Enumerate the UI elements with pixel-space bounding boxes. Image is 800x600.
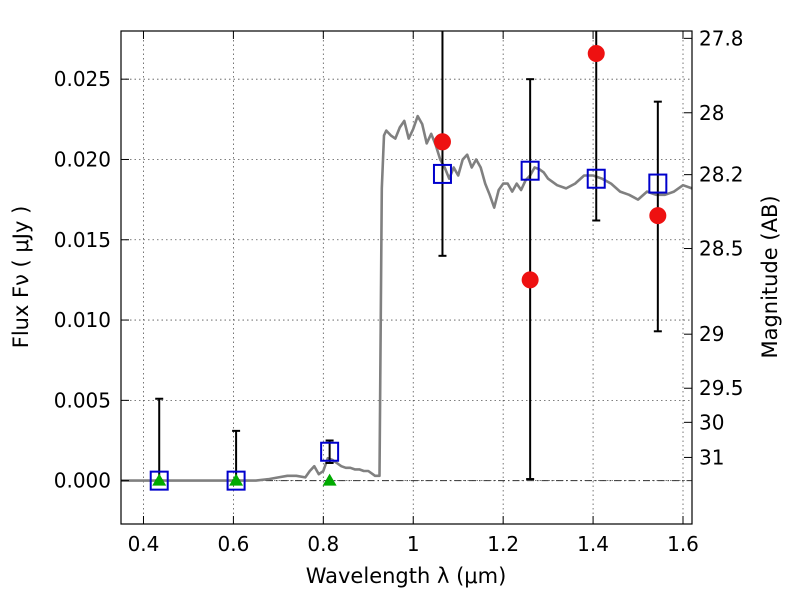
right-tick-label: 27.8 (699, 26, 744, 50)
right-tick-label: 29 (699, 322, 724, 346)
y-tick-label: 0.000 (54, 469, 111, 493)
x-tick-label: 1 (407, 532, 420, 556)
right-axis-label: Magnitude (AB) (758, 195, 782, 358)
model-sed-layer (121, 114, 693, 482)
square-marker (432, 163, 452, 184)
x-tick-label: 1.2 (487, 532, 519, 556)
grid-lines (121, 31, 692, 524)
circle-marker (521, 271, 539, 289)
data-markers (149, 44, 668, 491)
x-tick-label: 0.6 (217, 532, 249, 556)
x-tick-label: 0.4 (128, 532, 160, 556)
right-tick-label: 28.2 (699, 163, 744, 187)
y-axis-label: Flux Fν ( μJy ) (9, 206, 33, 349)
y-tick-label: 0.020 (54, 147, 111, 171)
y-tick-label: 0.025 (54, 67, 111, 91)
axis-ticks: 0.4 0.6 0.8 1 1.2 1.4 1.6 0.000 0.005 0.010 0.015 0… (54, 26, 744, 556)
right-tick-label: 28 (699, 101, 724, 125)
square-marker (520, 160, 540, 181)
triangle-marker (229, 473, 244, 486)
model-sed-curve (121, 114, 693, 482)
circle-marker (433, 133, 451, 151)
square-marker (149, 470, 169, 491)
y-tick-label: 0.010 (54, 308, 111, 332)
error-bars (155, 31, 662, 482)
circle-marker (587, 44, 605, 62)
right-tick-label: 30 (699, 410, 724, 434)
x-tick-label: 1.6 (667, 532, 699, 556)
right-tick-label: 29.5 (699, 376, 744, 400)
x-axis-label: Wavelength λ (μm) (306, 564, 507, 588)
x-tick-label: 1.4 (577, 532, 609, 556)
square-marker (320, 441, 340, 462)
triangle-marker (322, 473, 337, 486)
circle-marker (649, 207, 667, 225)
right-tick-label: 28.5 (699, 237, 744, 261)
right-tick-label: 31 (699, 445, 724, 469)
y-tick-label: 0.005 (54, 388, 111, 412)
square-marker (586, 168, 606, 189)
plot-frame (120, 30, 693, 525)
triangle-marker (152, 473, 167, 486)
square-marker (226, 470, 246, 491)
y-tick-label: 0.015 (54, 228, 111, 252)
x-tick-label: 0.8 (307, 532, 339, 556)
square-marker (648, 173, 668, 194)
